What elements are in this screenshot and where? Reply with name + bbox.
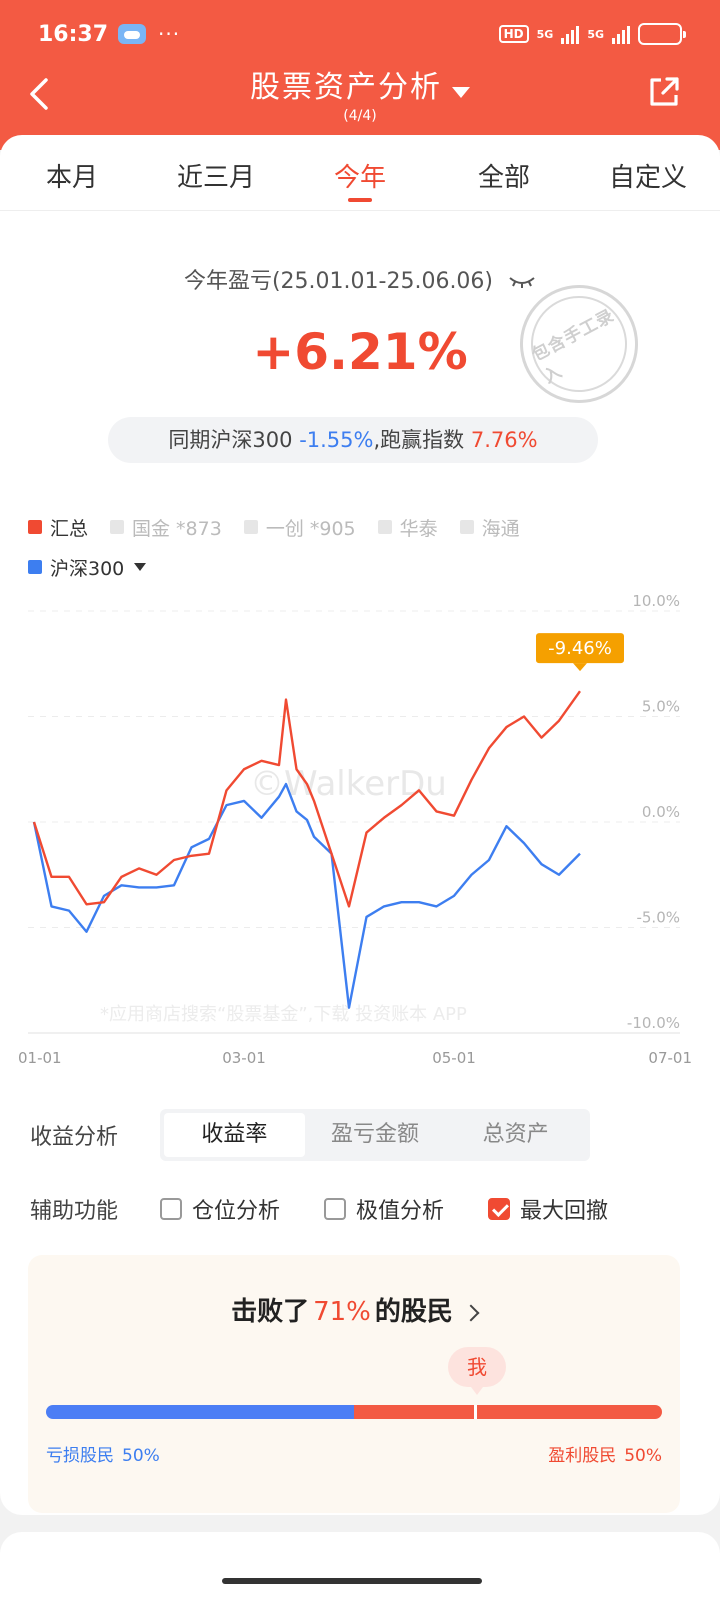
drawdown-label: -9.46% xyxy=(548,638,612,659)
tab-this-year[interactable]: 今年 xyxy=(288,135,432,210)
distribution-bar xyxy=(46,1405,662,1419)
back-button[interactable] xyxy=(24,76,54,112)
my-position-marker: 我 xyxy=(448,1347,506,1395)
x-tick-label: 05-01 xyxy=(432,1049,476,1067)
home-indicator[interactable] xyxy=(222,1578,482,1584)
caret-down-icon xyxy=(452,87,470,98)
chevron-right-icon xyxy=(462,1304,480,1321)
status-time: 16:37 xyxy=(38,21,109,47)
gain-investors: 盈利股民 50% xyxy=(548,1446,662,1466)
period-label: 今年盈亏(25.01.01-25.06.06) xyxy=(0,263,720,295)
signal-icon-2 xyxy=(612,24,630,44)
x-tick-label: 01-01 xyxy=(18,1049,62,1067)
position-analysis-checkbox[interactable]: 仓位分析 xyxy=(160,1193,280,1225)
title-dropdown[interactable]: 股票资产分析 (4/4) xyxy=(0,62,720,124)
y-tick-label: 10.0% xyxy=(632,595,680,610)
return-line-chart[interactable]: 10.0% 5.0% 0.0% -5.0% -10.0% ©WalkerDu *应用商店搜索… xyxy=(0,595,720,1095)
index-return: -1.55% xyxy=(299,428,374,452)
y-tick-label: -10.0% xyxy=(627,1014,680,1032)
caret-down-icon xyxy=(134,563,147,571)
y-tick-label: -5.0% xyxy=(636,909,680,927)
metric-return-rate[interactable]: 收益率 xyxy=(164,1113,305,1157)
network-type-1: 5G xyxy=(536,27,554,41)
network-type-2: 5G xyxy=(587,27,604,41)
chevron-left-icon xyxy=(30,78,48,110)
page-title: 股票资产分析 xyxy=(250,70,442,105)
tab-all[interactable]: 全部 xyxy=(477,163,530,193)
legend-huatai[interactable]: 华泰 xyxy=(377,514,438,541)
page-indicator: (4/4) xyxy=(343,108,377,124)
metric-switch: 收益率 盈亏金额 总资产 xyxy=(160,1109,590,1161)
weather-app-icon xyxy=(118,24,147,44)
chart-legend: 汇总 国金 *873 一创 *905 华泰 海通 沪深300 xyxy=(28,507,688,587)
beat-percentage: 71% xyxy=(313,1297,371,1327)
y-tick-label: 5.0% xyxy=(642,698,680,716)
nav-bar: 股票资产分析 (4/4) xyxy=(0,60,720,130)
drawdown-label-box xyxy=(536,633,624,664)
legend-yichuang[interactable]: 一创 *905 xyxy=(243,514,356,541)
tab-custom[interactable]: 自定义 xyxy=(608,163,687,193)
excess-return: 7.76% xyxy=(470,428,538,452)
series-line-hs300 xyxy=(32,782,581,1009)
index-comparison: 同期沪深300 -1.55%,跑赢指数 7.76% xyxy=(108,417,598,463)
hd-voice-icon: HD xyxy=(498,25,529,43)
share-icon xyxy=(650,77,679,106)
hide-amount-icon[interactable] xyxy=(508,275,536,289)
period-return: +6.21% xyxy=(252,323,468,381)
loss-investors: 亏损股民 50% xyxy=(46,1446,160,1466)
legend-hs300-dropdown[interactable]: 沪深300 xyxy=(28,554,147,581)
period-text: 今年盈亏(25.01.01-25.06.06) xyxy=(183,269,494,294)
aux-functions-label: 辅助功能 xyxy=(30,1199,119,1224)
analysis-card: 本月 近三月 今年 全部 自定义 今年盈亏(25.01.01-25.06.06)… xyxy=(0,135,720,1515)
legend-total[interactable]: 汇总 xyxy=(28,514,88,541)
extreme-analysis-checkbox[interactable]: 极值分析 xyxy=(324,1193,444,1225)
return-analysis-label: 收益分析 xyxy=(30,1125,119,1150)
aux-functions-row: 辅助功能 仓位分析 极值分析 最大回撤 xyxy=(30,1193,690,1225)
gain-segment xyxy=(354,1405,662,1419)
loss-segment xyxy=(46,1405,354,1419)
max-drawdown-checkbox[interactable]: 最大回撤 xyxy=(488,1193,608,1225)
more-notifications-icon: ··· xyxy=(158,22,181,46)
legend-haitong[interactable]: 海通 xyxy=(459,514,520,541)
y-tick-label: 0.0% xyxy=(642,803,680,821)
period-tabs: 本月 近三月 今年 全部 自定义 xyxy=(0,135,720,211)
chart-watermark: ©WalkerDu xyxy=(250,764,447,804)
app-header: 16:37 ··· HD 5G 5G 股票资产分析 (4/4) xyxy=(0,0,720,150)
share-button[interactable] xyxy=(646,74,682,110)
next-card xyxy=(0,1532,720,1600)
battery-icon xyxy=(638,23,686,45)
return-analysis-row: 收益分析 收益率 盈亏金额 总资产 xyxy=(30,1109,690,1161)
tab-three-months[interactable]: 近三月 xyxy=(176,163,255,193)
drawdown-label-pointer xyxy=(573,663,587,672)
metric-total-assets[interactable]: 总资产 xyxy=(482,1122,549,1147)
my-position-tick xyxy=(474,1405,477,1419)
investor-ranking-card[interactable]: 击败了 71% 的股民 我 亏损股民 50% 盈利股民 50% xyxy=(28,1255,680,1513)
app-watermark: *应用商店搜索“股票基金”,下载 投资账本 APP xyxy=(100,1004,467,1025)
x-tick-label: 07-01 xyxy=(648,1049,692,1067)
x-tick-label: 03-01 xyxy=(222,1049,266,1067)
status-bar: 16:37 ··· HD 5G 5G xyxy=(38,18,686,50)
legend-guojin[interactable]: 国金 *873 xyxy=(110,514,222,541)
signal-icon xyxy=(561,24,580,44)
series-line-total xyxy=(32,690,581,908)
tab-this-month[interactable]: 本月 xyxy=(45,163,98,193)
metric-profit-amount[interactable]: 盈亏金额 xyxy=(331,1122,420,1147)
ranking-title: 击败了 71% 的股民 xyxy=(28,1291,680,1328)
